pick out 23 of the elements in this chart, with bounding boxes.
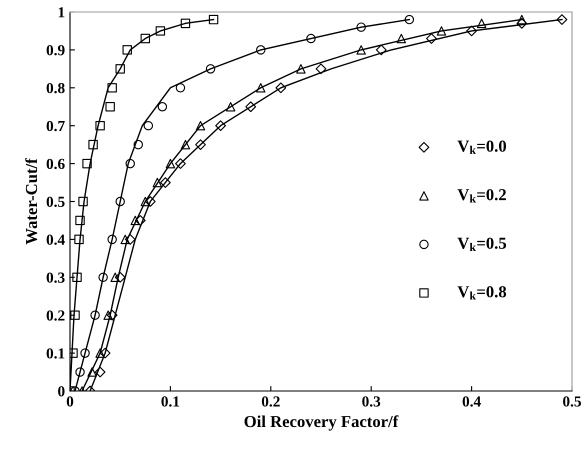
legend-label: V$_{k}$=0.5	[457, 238, 506, 251]
y-tick-label: 0.9	[46, 45, 65, 56]
x-tick-label: 0.2	[262, 396, 280, 407]
y-tick-label: 0.1	[46, 348, 64, 359]
y-axis-title: Water-Cut/f	[25, 158, 38, 244]
y-tick-label: 0.2	[46, 310, 64, 321]
y-tick-label: 0.8	[46, 82, 65, 94]
x-axis-title: Oil Recovery Factor/f	[244, 415, 398, 431]
legend-label: V$_{k}$=0.2	[457, 189, 506, 202]
legend-label: V$_{k}$=0.8	[457, 286, 506, 300]
y-tick-label: 1	[58, 7, 64, 18]
y-tick-label: 0.5	[46, 196, 65, 208]
y-tick-label: 0.4	[46, 234, 65, 245]
x-tick-label: 0.5	[563, 396, 581, 407]
x-tick-label: 0.3	[362, 396, 380, 407]
x-tick-label: 0.4	[462, 396, 481, 407]
y-tick-label: 0.3	[46, 272, 65, 283]
x-tick-label: 0.1	[161, 396, 180, 407]
y-tick-label: 0.7	[46, 120, 65, 132]
y-tick-label: 0.6	[46, 158, 65, 170]
legend-label: V$_{k}$=0.0	[457, 140, 506, 154]
x-tick-label: 0	[66, 396, 74, 407]
y-tick-label: 0	[58, 386, 65, 396]
